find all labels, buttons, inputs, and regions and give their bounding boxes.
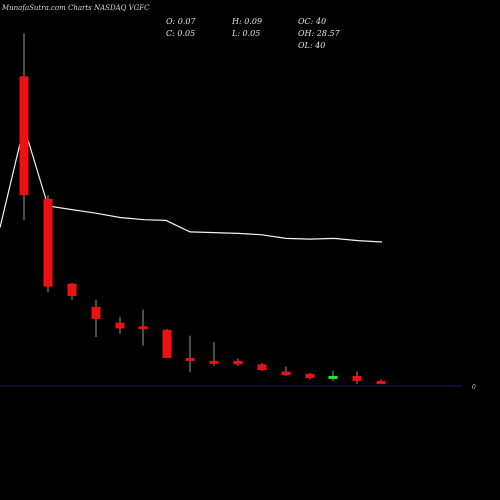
candle-body-down: [67, 283, 77, 296]
candle-body-down: [257, 364, 267, 371]
candle: [43, 195, 53, 293]
ohlc-oc: OC: 40: [298, 17, 326, 26]
ohlc-oh: OH: 28.57: [298, 29, 341, 38]
candle-body-up: [328, 375, 338, 379]
candle-body-down: [352, 375, 362, 381]
candle-body-down: [233, 360, 243, 365]
candle: [352, 371, 362, 384]
candle: [281, 366, 291, 376]
candle-body-down: [19, 76, 29, 196]
chart-title: MunafaSutra.com Charts NASDAQ VGFC: [1, 4, 150, 12]
ohlc-ol: OL: 40: [298, 41, 325, 50]
candle-body-down: [185, 357, 195, 361]
average-line-layer: [0, 124, 383, 243]
candle: [209, 342, 219, 366]
candle: [91, 299, 101, 338]
ohlc-close: C: 0.05: [166, 29, 195, 38]
candle: [233, 358, 243, 366]
y-tick-label: 0: [472, 384, 476, 391]
candle-body-down: [281, 371, 291, 376]
candle: [67, 283, 77, 300]
candle-body-down: [209, 360, 219, 364]
candle: [162, 329, 172, 358]
candle-body-down: [91, 306, 101, 320]
candle: [185, 335, 195, 373]
candle: [376, 379, 386, 384]
candle-body-down: [376, 380, 386, 384]
candle: [305, 373, 315, 380]
candle: [328, 370, 338, 381]
average-line: [0, 124, 383, 243]
candle-body-down: [162, 329, 172, 358]
candle: [138, 309, 148, 346]
candle-body-down: [43, 198, 53, 287]
ohlc-high: H: 0.09: [231, 17, 262, 26]
candle-body-down: [138, 326, 148, 330]
candle-body-down: [305, 373, 315, 379]
ohlc-low: L: 0.05: [231, 29, 260, 38]
candle: [115, 316, 125, 334]
candle-body-down: [115, 322, 125, 329]
ohlc-open: O: 0.07: [166, 17, 197, 26]
candles-layer: [19, 33, 386, 384]
candle: [19, 33, 29, 221]
candle: [257, 362, 267, 371]
